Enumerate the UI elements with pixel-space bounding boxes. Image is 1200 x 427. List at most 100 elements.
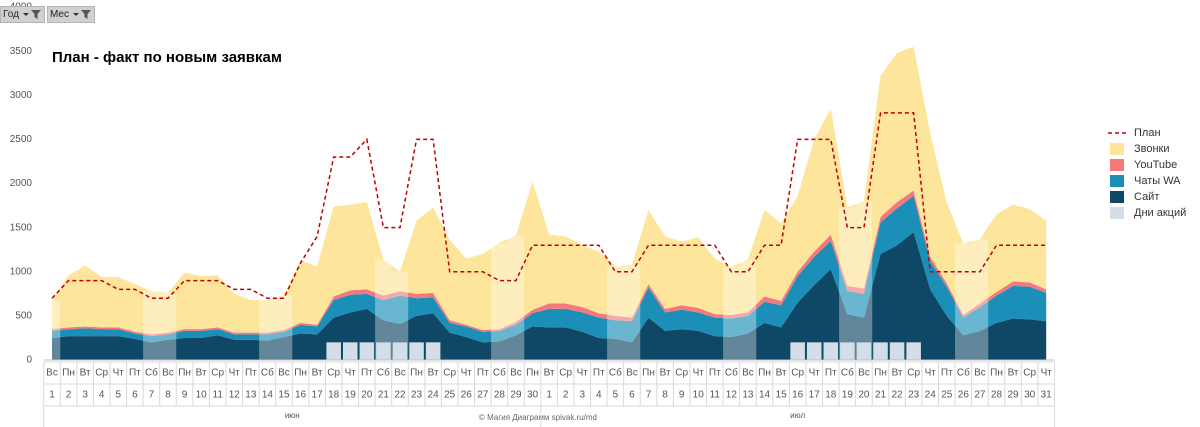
x-tick-label: 4 <box>596 390 602 401</box>
x-weekday-label: Сб <box>377 367 390 379</box>
x-weekday-label: Вт <box>196 368 207 379</box>
x-tick-label: 29 <box>510 390 522 401</box>
y-tick-label: 3500 <box>10 46 33 57</box>
legend-swatch <box>1110 207 1124 219</box>
weekend-band <box>143 291 160 360</box>
x-tick-label: 24 <box>925 390 937 401</box>
x-tick-label: 13 <box>245 390 257 401</box>
promo-bar <box>906 342 921 360</box>
x-tick-label: 11 <box>710 390 721 401</box>
promo-bar <box>376 342 391 360</box>
filter-icon <box>72 10 91 19</box>
filters: Год Мес <box>0 6 95 23</box>
x-tick-label: 28 <box>991 390 1003 401</box>
x-tick-label: 12 <box>229 390 241 401</box>
x-weekday-label: Ср <box>327 368 340 379</box>
x-weekday-label: Чт <box>229 368 241 379</box>
x-weekday-label: Пн <box>178 368 191 379</box>
y-tick-label: 2500 <box>10 134 33 145</box>
weekend-band <box>971 239 989 360</box>
area <box>52 190 1047 337</box>
x-tick-label: 23 <box>411 390 423 401</box>
promo-bar <box>392 342 408 360</box>
x-weekday-label: Чт <box>925 368 937 379</box>
footer: © Магия Диаграмм spivak.ru/md <box>479 413 597 422</box>
promo-bar <box>889 342 905 360</box>
x-tick-label: 29 <box>1007 390 1019 401</box>
x-tick-label: 19 <box>345 390 357 401</box>
weekend-band <box>607 266 624 360</box>
x-tick-label: 9 <box>679 390 685 401</box>
x-weekday-label: Вт <box>892 368 903 379</box>
x-tick-label: 6 <box>629 390 635 401</box>
legend-label: Сайт <box>1134 191 1159 203</box>
x-weekday-label: Вт <box>660 368 671 379</box>
x-tick-label: 18 <box>328 390 340 401</box>
x-weekday-label: Вс <box>742 368 754 379</box>
weekend-band <box>375 259 392 360</box>
weekend-band <box>623 264 641 360</box>
weekend-band <box>723 267 740 360</box>
weekend-band <box>259 299 276 360</box>
x-tick-label: 4 <box>99 390 105 401</box>
legend-swatch <box>1110 191 1124 203</box>
filter-label: Мес <box>49 9 69 20</box>
x-tick-label: 28 <box>494 390 506 401</box>
weekend-band <box>43 299 61 360</box>
x-tick-label: 7 <box>646 390 652 401</box>
x-weekday-label: Вс <box>46 368 58 379</box>
legend-label: Дни акций <box>1134 207 1186 219</box>
filter-button[interactable]: Мес <box>46 6 95 23</box>
area <box>52 232 1047 360</box>
x-weekday-label: Ср <box>907 368 920 379</box>
x-tick-label: 25 <box>941 390 953 401</box>
x-weekday-label: Сб <box>145 367 158 379</box>
x-tick-label: 30 <box>527 390 539 401</box>
x-tick-label: 9 <box>182 390 188 401</box>
x-weekday-label: Сб <box>261 367 274 379</box>
x-weekday-label: Пт <box>245 368 257 379</box>
x-weekday-label: Пн <box>410 368 423 379</box>
x-weekday-label: Вт <box>312 368 323 379</box>
x-tick-label: 17 <box>312 390 324 401</box>
legend-swatch <box>1110 159 1124 171</box>
x-weekday-label: Чт <box>1041 368 1053 379</box>
plan-line <box>51 112 1047 299</box>
promo-bar <box>790 342 805 360</box>
x-weekday-label: Сб <box>493 367 506 379</box>
x-tick-label: 16 <box>792 390 804 401</box>
legend-swatch <box>1110 143 1124 155</box>
promo-bar <box>856 342 872 360</box>
x-tick-label: 10 <box>693 390 705 401</box>
x-weekday-label: Пт <box>825 368 837 379</box>
filter-icon <box>22 10 41 19</box>
weekend-band <box>491 242 508 360</box>
legend-label: План <box>1134 127 1161 139</box>
legend-swatch <box>1110 175 1124 187</box>
legend-label: Звонки <box>1134 143 1170 155</box>
month-label: июл <box>790 411 805 420</box>
x-tick-label: 8 <box>165 390 171 401</box>
x-weekday-label: Ср <box>675 368 688 379</box>
y-tick-label: 1000 <box>10 266 33 277</box>
x-weekday-label: Сб <box>725 367 738 379</box>
y-tick-label: 0 <box>26 355 32 366</box>
x-weekday-label: Вс <box>858 368 870 379</box>
x-tick-label: 24 <box>428 390 440 401</box>
legend-label: Чаты WA <box>1134 175 1181 187</box>
month-label: июн <box>285 411 300 420</box>
x-weekday-label: Вс <box>394 368 406 379</box>
x-tick-label: 3 <box>82 390 88 401</box>
x-weekday-label: Пн <box>294 368 307 379</box>
x-tick-label: 30 <box>1024 390 1036 401</box>
x-weekday-label: Ср <box>211 368 224 379</box>
x-weekday-label: Ср <box>791 368 804 379</box>
x-tick-label: 2 <box>66 390 72 401</box>
x-weekday-label: Вт <box>776 368 787 379</box>
filter-button[interactable]: Год <box>0 6 45 23</box>
x-weekday-label: Сб <box>841 367 854 379</box>
x-tick-label: 14 <box>262 390 274 401</box>
x-weekday-label: Вс <box>278 368 290 379</box>
x-tick-label: 3 <box>579 390 585 401</box>
